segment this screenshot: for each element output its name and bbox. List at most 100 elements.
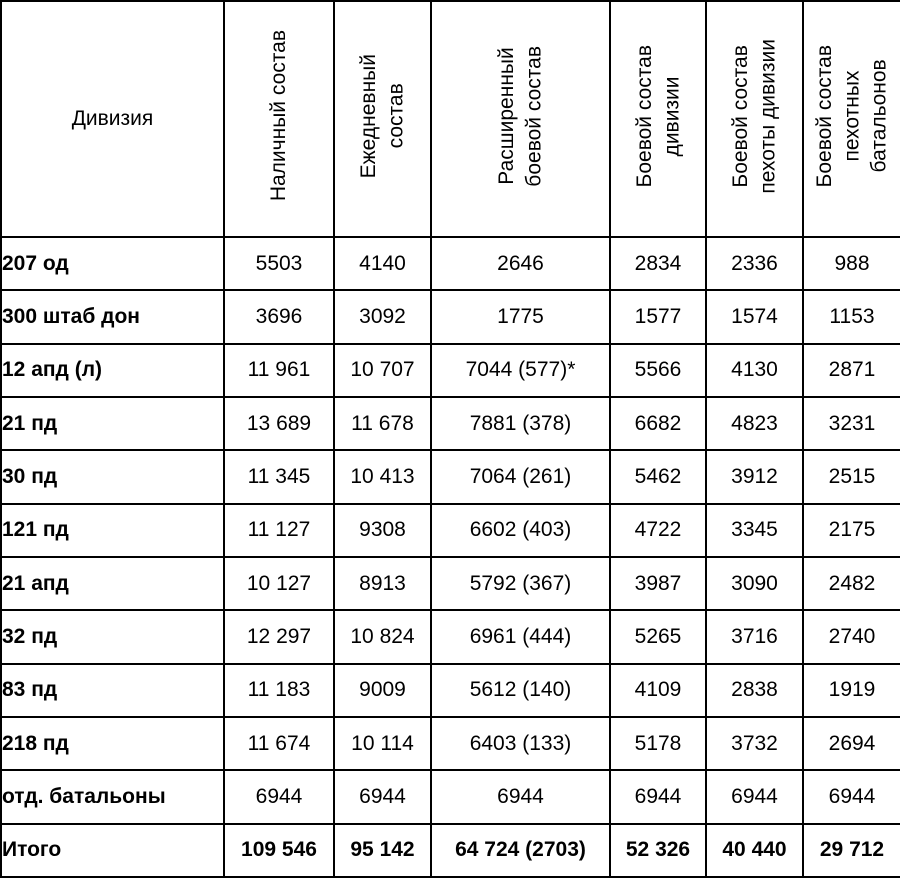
row-label: 12 апд (л) (0, 342, 225, 398)
cell: 4109 (609, 662, 707, 718)
column-header-label: Боевой состав дивизии (632, 44, 683, 188)
cell: 1153 (802, 289, 900, 345)
row-label: 30 пд (0, 449, 225, 505)
cell: 4722 (609, 502, 707, 558)
cell: 10 127 (223, 555, 335, 612)
table-row: 83 пд 11 183 9009 5612 (140) 4109 2838 1… (0, 662, 900, 718)
row-label: 218 пд (0, 715, 225, 772)
cell: 3987 (609, 555, 707, 612)
column-header-daily-strength: Ежедневный состав (333, 0, 432, 238)
cell: 6944 (333, 769, 432, 825)
cell: 9308 (333, 502, 432, 558)
cell: 6944 (705, 769, 804, 825)
cell: 5462 (609, 449, 707, 505)
cell: 2871 (802, 342, 900, 398)
row-label: 21 пд (0, 395, 225, 452)
row-label: 83 пд (0, 662, 225, 718)
table-row: 218 пд 11 674 10 114 6403 (133) 5178 373… (0, 715, 900, 772)
cell: 3732 (705, 715, 804, 772)
cell: 4823 (705, 395, 804, 452)
table-row: 12 апд (л) 11 961 10 707 7044 (577)* 556… (0, 342, 900, 398)
cell: 988 (802, 235, 900, 292)
cell: 6944 (430, 769, 611, 825)
cell: 4140 (333, 235, 432, 292)
table-row: 30 пд 11 345 10 413 7064 (261) 5462 3912… (0, 449, 900, 505)
cell: 5792 (367) (430, 555, 611, 612)
cell: 2515 (802, 449, 900, 505)
cell: 1919 (802, 662, 900, 718)
cell: 5265 (609, 609, 707, 665)
cell: 29 712 (802, 822, 900, 879)
table-row: 300 штаб дон 3696 3092 1775 1577 1574 11… (0, 289, 900, 345)
cell: 2482 (802, 555, 900, 612)
cell: 5178 (609, 715, 707, 772)
cell: 2740 (802, 609, 900, 665)
cell: 12 297 (223, 609, 335, 665)
cell: 52 326 (609, 822, 707, 879)
table-row: 21 апд 10 127 8913 5792 (367) 3987 3090 … (0, 555, 900, 612)
cell: 11 674 (223, 715, 335, 772)
column-header-label: Боевой состав пехотных батальонов (813, 44, 891, 188)
cell: 11 345 (223, 449, 335, 505)
table-row-total: Итого 109 546 95 142 64 724 (2703) 52 32… (0, 822, 900, 879)
cell: 1574 (705, 289, 804, 345)
row-label: 207 од (0, 235, 225, 292)
cell: 7881 (378) (430, 395, 611, 452)
cell: 11 183 (223, 662, 335, 718)
cell: 3716 (705, 609, 804, 665)
column-header-infantry-combat-strength: Боевой состав пехоты дивизии (705, 0, 804, 238)
cell: 7064 (261) (430, 449, 611, 505)
cell: 109 546 (223, 822, 335, 879)
cell: 11 678 (333, 395, 432, 452)
cell: 2336 (705, 235, 804, 292)
cell: 5612 (140) (430, 662, 611, 718)
cell: 6944 (802, 769, 900, 825)
cell: 3231 (802, 395, 900, 452)
row-label: 121 пд (0, 502, 225, 558)
column-header-battalion-combat-strength: Боевой состав пехотных батальонов (802, 0, 900, 238)
cell: 6944 (223, 769, 335, 825)
header-row: Дивизия Наличный состав Ежедневный соста… (0, 0, 900, 238)
row-label: 300 штаб дон (0, 289, 225, 345)
column-header-label: Ежедневный состав (357, 53, 408, 179)
cell: 64 724 (2703) (430, 822, 611, 879)
cell: 5503 (223, 235, 335, 292)
column-header-division-combat-strength: Боевой состав дивизии (609, 0, 707, 238)
cell: 3092 (333, 289, 432, 345)
column-header-extended-combat-strength: Расширенный боевой состав (430, 0, 611, 238)
cell: 11 127 (223, 502, 335, 558)
cell: 1775 (430, 289, 611, 345)
table-row: 21 пд 13 689 11 678 7881 (378) 6682 4823… (0, 395, 900, 452)
column-header-label: Наличный состав (267, 30, 291, 202)
row-label: 32 пд (0, 609, 225, 665)
cell: 3696 (223, 289, 335, 345)
table-row: 207 од 5503 4140 2646 2834 2336 988 (0, 235, 900, 292)
cell: 40 440 (705, 822, 804, 879)
row-label: 21 апд (0, 555, 225, 612)
cell: 1577 (609, 289, 707, 345)
column-header-division: Дивизия (0, 0, 225, 238)
cell: 95 142 (333, 822, 432, 879)
table-row: 121 пд 11 127 9308 6602 (403) 4722 3345 … (0, 502, 900, 558)
cell: 6682 (609, 395, 707, 452)
cell: 4130 (705, 342, 804, 398)
cell: 10 707 (333, 342, 432, 398)
table-row: отд. батальоны 6944 6944 6944 6944 6944 … (0, 769, 900, 825)
cell: 2175 (802, 502, 900, 558)
cell: 2694 (802, 715, 900, 772)
cell: 5566 (609, 342, 707, 398)
cell: 13 689 (223, 395, 335, 452)
row-label: отд. батальоны (0, 769, 225, 825)
cell: 2838 (705, 662, 804, 718)
column-header-label: Расширенный боевой состав (495, 45, 546, 187)
cell: 6602 (403) (430, 502, 611, 558)
cell: 9009 (333, 662, 432, 718)
cell: 3090 (705, 555, 804, 612)
cell: 3912 (705, 449, 804, 505)
cell: 10 413 (333, 449, 432, 505)
cell: 8913 (333, 555, 432, 612)
cell: 10 114 (333, 715, 432, 772)
cell: 6961 (444) (430, 609, 611, 665)
cell: 2646 (430, 235, 611, 292)
